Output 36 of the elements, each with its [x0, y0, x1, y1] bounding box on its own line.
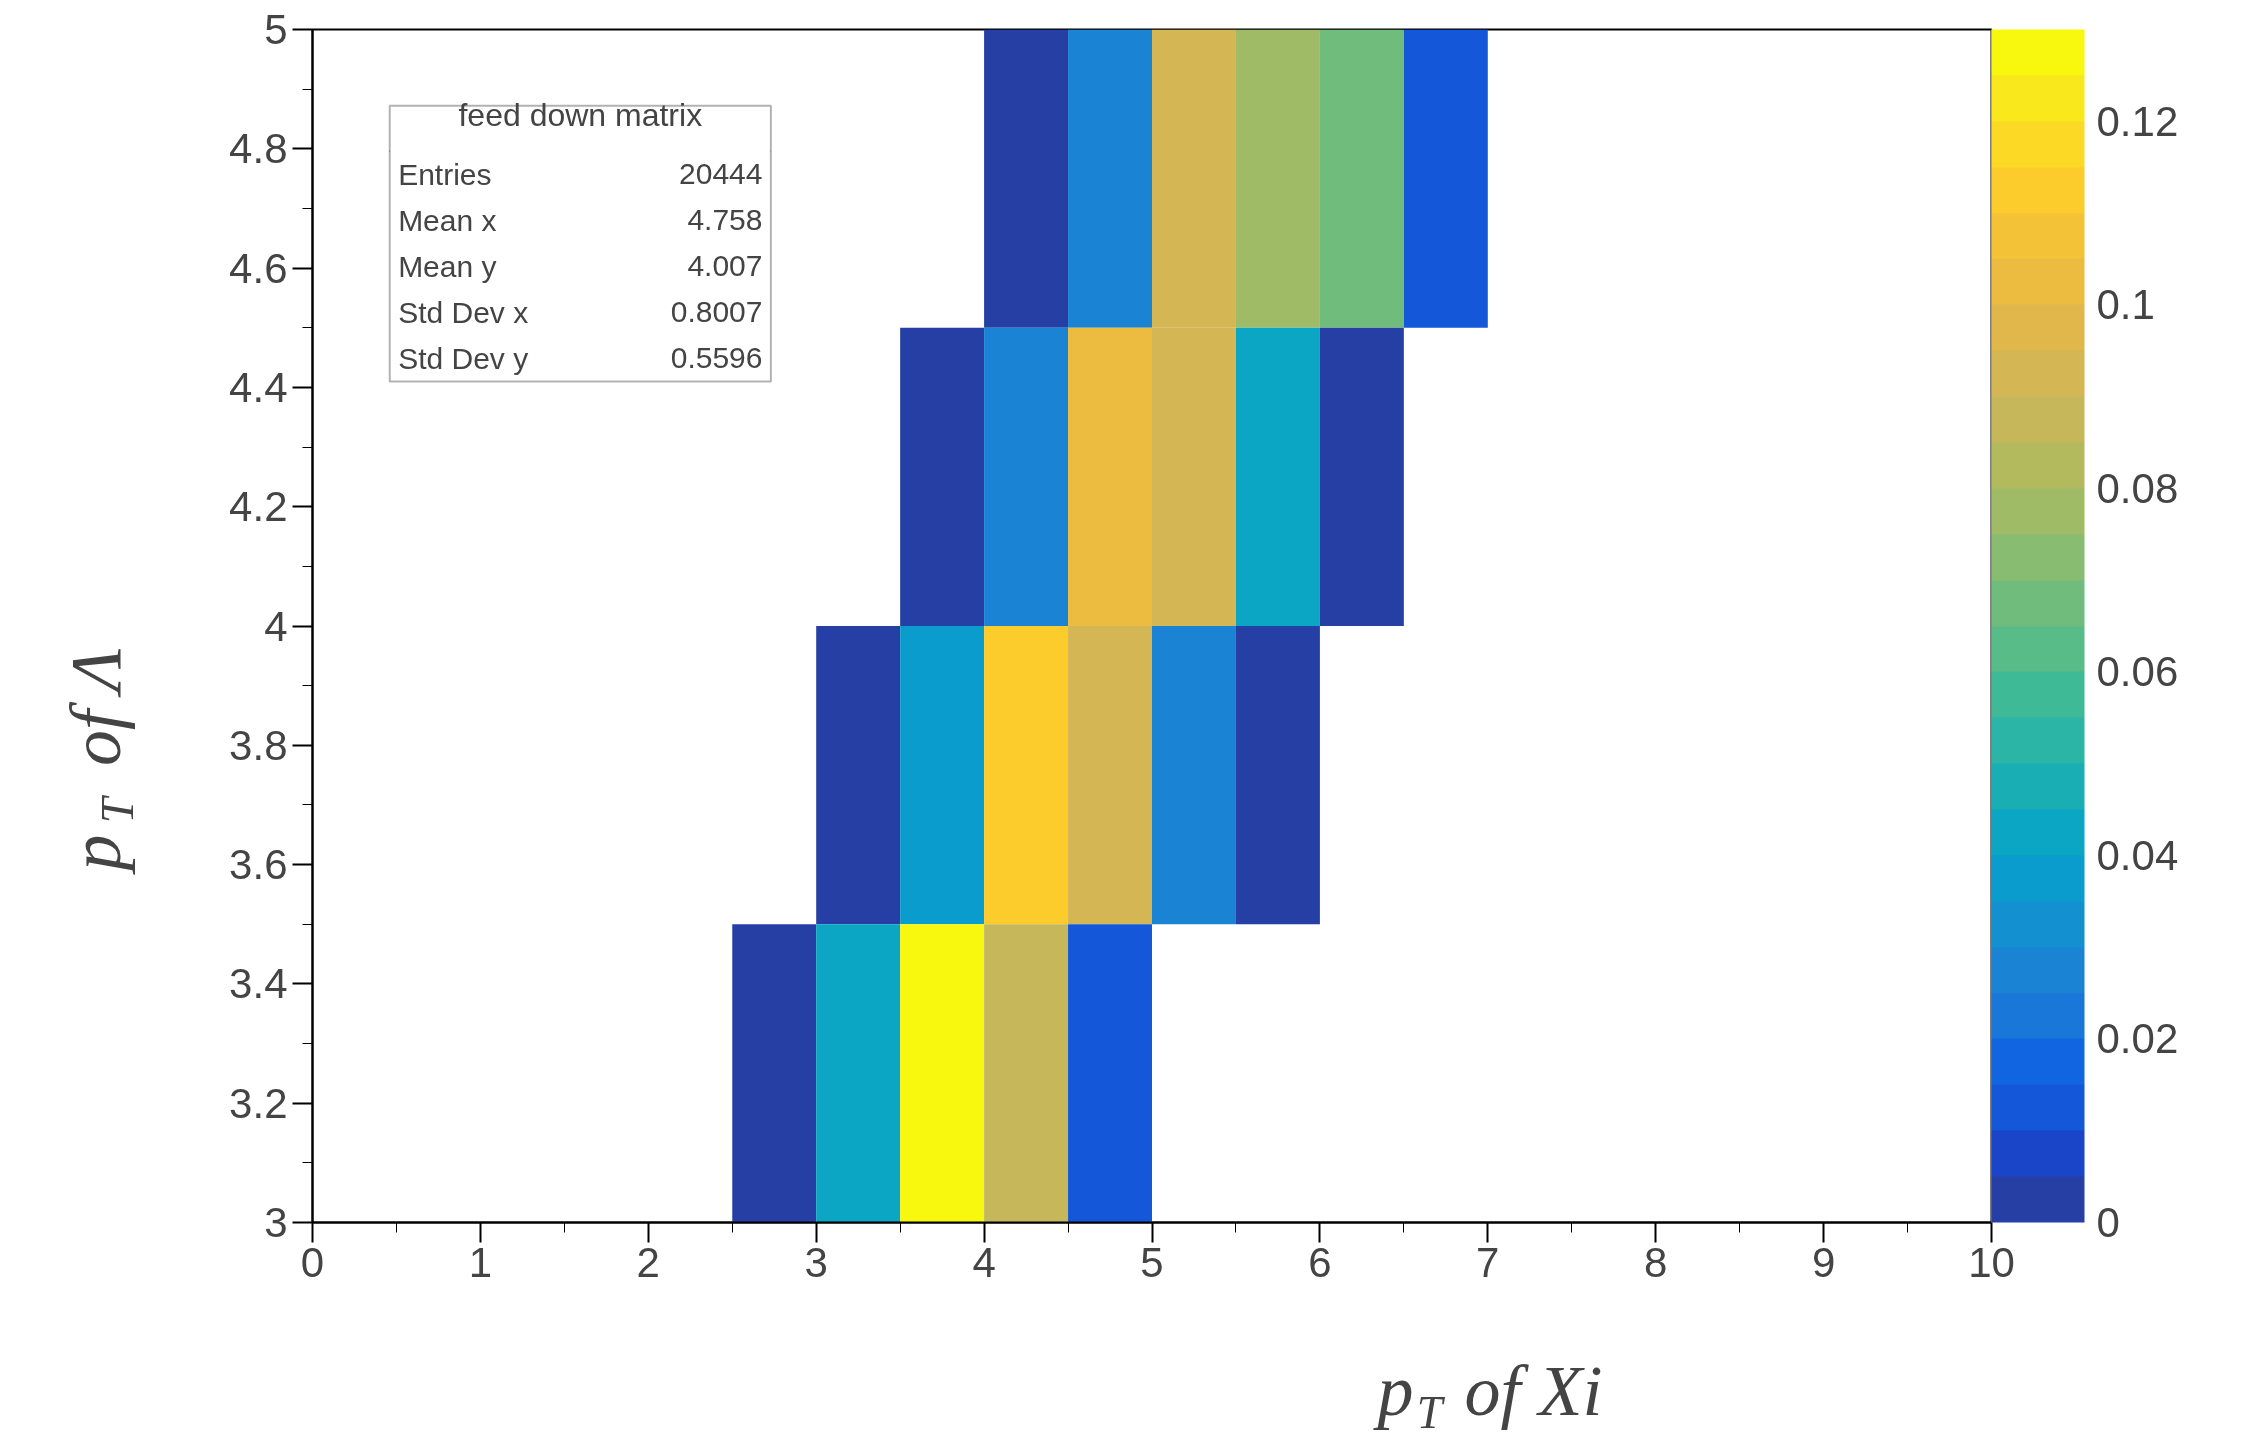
text: Entries 20444 — [398, 157, 763, 191]
x-tick-label: 4 — [972, 1238, 996, 1286]
y-tick-label: 3.6 — [229, 841, 288, 889]
y-tick-label: 3 — [264, 1199, 288, 1246]
y-tick-label: 4 — [264, 602, 288, 650]
color-bar-label: 0 — [2096, 1199, 2120, 1246]
text: Std Dev x 0.8007 — [398, 295, 763, 329]
x-tick-label: 3 — [804, 1238, 828, 1286]
y-tick-label: 3.2 — [229, 1079, 288, 1127]
y-tick-label: 3.8 — [229, 721, 288, 769]
x-tick-label: 0 — [300, 1238, 325, 1286]
text: Std Dev y 0.5596 — [398, 341, 763, 375]
color-bar-label: 0.02 — [2096, 1015, 2179, 1063]
y-tick-label: 4.6 — [229, 244, 288, 292]
color-bar-label: 0.04 — [2096, 831, 2179, 879]
color-bar-label: 0.06 — [2096, 648, 2179, 696]
color-bar-label: 0.12 — [2096, 97, 2179, 145]
y-axis-title: pT of Λ — [55, 648, 143, 876]
y-tick-label: 4.4 — [229, 363, 288, 411]
x-tick-label: 8 — [1644, 1238, 1668, 1286]
y-tick-label: 5 — [264, 6, 288, 53]
color-bar-label: 0.1 — [2096, 281, 2155, 329]
x-tick-label: 2 — [636, 1238, 660, 1286]
color-bar-label: 0.08 — [2096, 464, 2179, 512]
text: Mean y 4.007 — [398, 249, 763, 283]
x-tick-label: 5 — [1140, 1238, 1164, 1286]
x-tick-label: 10 — [1968, 1238, 2015, 1286]
y-tick-label: 3.4 — [229, 960, 288, 1008]
y-tick-label: 4.2 — [229, 483, 288, 531]
x-tick-label: 7 — [1476, 1238, 1500, 1286]
text: Mean x 4.758 — [398, 203, 763, 237]
annotation: feed down matrix — [458, 97, 703, 134]
x-tick-label: 9 — [1811, 1238, 1836, 1286]
x-tick-label: 6 — [1308, 1238, 1332, 1286]
x-tick-label: 1 — [468, 1238, 493, 1286]
y-tick-label: 4.8 — [229, 125, 288, 173]
